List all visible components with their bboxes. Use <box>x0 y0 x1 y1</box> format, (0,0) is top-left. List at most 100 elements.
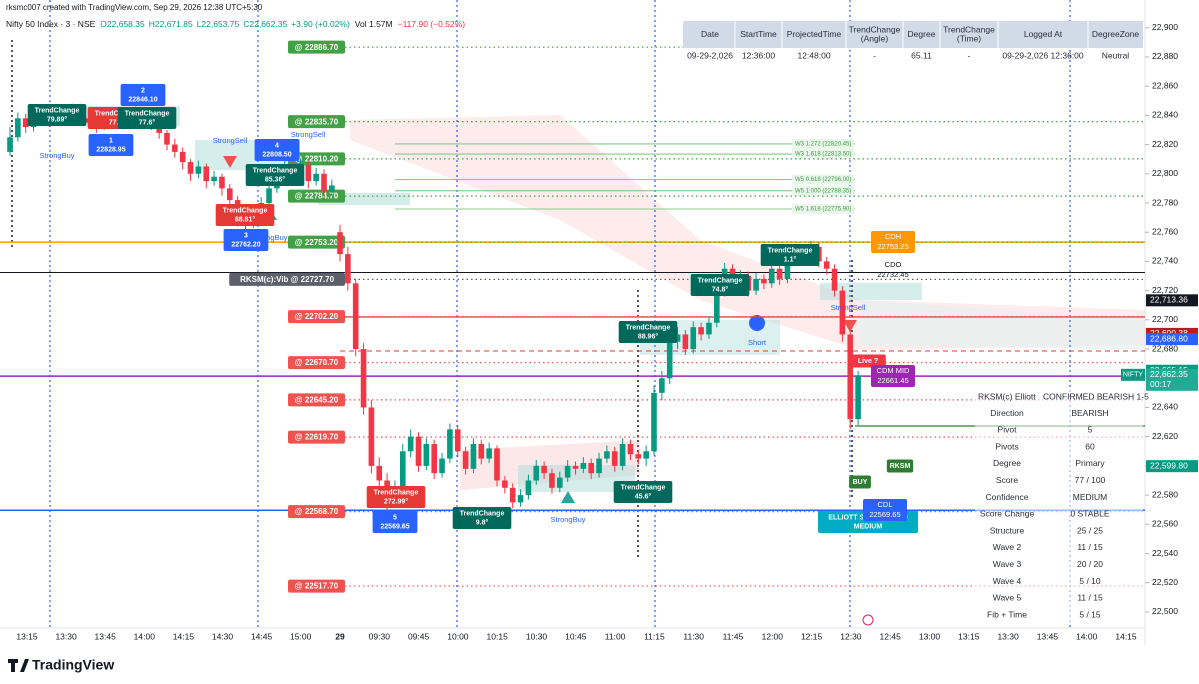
annotation-text: 1.1° <box>784 255 797 263</box>
candle-body <box>611 451 618 466</box>
candle-body <box>855 375 861 420</box>
day-level-tag <box>863 499 907 521</box>
panel-value: 5 <box>1088 425 1093 435</box>
annotation-box <box>690 274 750 296</box>
candle-body <box>219 176 225 189</box>
candle-body <box>847 334 854 420</box>
table-header: Date <box>701 29 719 39</box>
candle-body <box>195 166 202 174</box>
price-tag-label: 22,713.36 <box>1150 295 1188 305</box>
candle-body <box>549 473 555 488</box>
x-tick-label: 09:45 <box>408 631 430 641</box>
x-tick-label: 09:30 <box>369 631 391 641</box>
annotation-text: TrendChange <box>768 247 813 254</box>
table-header: DegreeZone <box>1092 29 1140 39</box>
y-tick-label: 22,900 <box>1152 22 1178 32</box>
symbol-tag <box>1121 368 1145 381</box>
y-tick-label: 22,540 <box>1152 548 1178 558</box>
candle-body <box>753 278 759 291</box>
annotation-text: 1 <box>109 137 113 144</box>
day-level-value: 22569.65 <box>869 510 900 519</box>
y-tick-label: 22,780 <box>1152 197 1178 207</box>
day-level-tag <box>871 231 915 253</box>
candle-body <box>423 443 430 466</box>
y-tick-label: 22,880 <box>1152 51 1178 61</box>
annotation-text: 9.8° <box>476 518 489 526</box>
level-tag <box>288 356 345 370</box>
candle-body <box>776 268 783 279</box>
annotation-box <box>850 354 886 368</box>
panel-key: Pivot <box>998 425 1018 435</box>
annotation-text: 22808.50 <box>262 151 291 158</box>
candle-body <box>321 173 327 192</box>
level-label: @ 22702.20 <box>295 312 339 321</box>
annotation-box <box>223 229 269 251</box>
annotation-text: TrendChange <box>35 107 80 114</box>
candle-body <box>517 495 524 503</box>
panel-key: Wave 4 <box>993 576 1022 586</box>
signal-label: StrongBuy <box>252 233 287 242</box>
candle-body <box>345 254 351 284</box>
candle-body <box>7 137 13 152</box>
x-tick-label: 12:15 <box>801 631 823 641</box>
annotation-text: 88.96° <box>638 332 659 340</box>
candle-body <box>831 268 838 291</box>
level-label: RKSM(c):Vib @ 22727.70 <box>240 275 334 284</box>
high: H22,671.85 <box>149 19 193 29</box>
level-tag <box>288 235 345 249</box>
price-tag-label: 22,599.80 <box>1150 460 1188 470</box>
table-cell: 12:36:00 <box>742 50 775 60</box>
x-tick-label: 11:15 <box>644 631 665 641</box>
candle-body <box>313 173 319 182</box>
level-label: @ 22517.70 <box>295 582 339 591</box>
table-header: TrendChange <box>943 24 995 34</box>
annotation-box <box>245 164 305 186</box>
sell-arrow <box>223 156 237 168</box>
table-header: (Angle) <box>861 33 889 43</box>
level-label: @ 22784.70 <box>295 192 339 201</box>
symbol-tag-label: NIFTY <box>1123 372 1144 379</box>
brand: TradingView <box>32 657 114 673</box>
panel-key: Direction <box>990 408 1024 418</box>
annotation-text: 22569.65 <box>380 523 409 530</box>
y-tick-label: 22,840 <box>1152 110 1178 120</box>
candle-body <box>502 480 508 488</box>
table-header: Degree <box>908 29 936 39</box>
panel-key: Confidence <box>985 492 1028 502</box>
panel-value: MEDIUM <box>1073 492 1107 502</box>
annotation-box <box>120 84 166 106</box>
y-tick-label: 22,820 <box>1152 139 1178 149</box>
candle-body <box>376 465 383 481</box>
cloud <box>860 300 1145 350</box>
annotation-text: TrendChange <box>698 277 743 284</box>
panel-value: 25 / 25 <box>1077 525 1103 535</box>
price-tag <box>1146 294 1198 307</box>
candle-body <box>698 327 704 335</box>
open: O22,658.35 <box>100 19 145 29</box>
panel-key: Pivots <box>995 441 1018 451</box>
annotation-text: TrendChange <box>621 484 666 491</box>
level-label: @ 22753.20 <box>295 238 339 247</box>
candle-body <box>172 144 178 152</box>
candle-body <box>431 443 437 474</box>
fib-label: W5 1.618 (22775.90) <box>795 207 851 213</box>
candle-body <box>533 465 540 481</box>
y-tick-label: 22,720 <box>1152 285 1178 295</box>
fib-label-bg <box>792 149 854 160</box>
candle-body <box>211 176 217 182</box>
change: +3.90 (+0.02%) <box>291 19 350 29</box>
candle-body <box>329 185 335 192</box>
candle-body <box>407 436 414 452</box>
x-tick-label: 29 <box>335 631 345 641</box>
candle-body <box>682 334 689 350</box>
fib-label: W5 0.618 (22796.00) <box>795 177 851 183</box>
panel-key: Wave 3 <box>993 559 1022 569</box>
x-tick-label: 13:00 <box>919 631 941 641</box>
level-tag <box>288 115 345 129</box>
annotation-box <box>372 511 418 533</box>
candle-body <box>187 162 194 174</box>
signal-label: StrongBuy <box>39 151 74 160</box>
annotation-box <box>254 139 300 161</box>
x-tick-label: 14:00 <box>134 631 156 641</box>
day-level-name: CDL <box>877 500 892 509</box>
